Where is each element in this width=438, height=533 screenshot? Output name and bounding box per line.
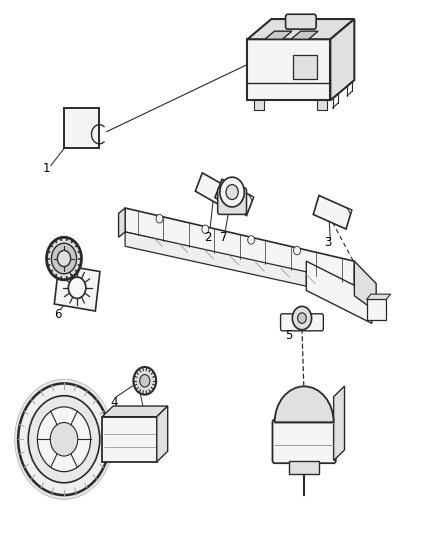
Text: 6: 6 <box>54 308 61 321</box>
Polygon shape <box>313 196 352 229</box>
Polygon shape <box>334 386 345 461</box>
Circle shape <box>298 313 306 324</box>
Polygon shape <box>229 188 234 195</box>
Circle shape <box>248 236 254 244</box>
Circle shape <box>134 367 156 394</box>
Circle shape <box>57 251 71 266</box>
Text: 7: 7 <box>219 231 227 244</box>
Polygon shape <box>354 261 376 312</box>
Bar <box>289 461 319 474</box>
Polygon shape <box>347 208 352 214</box>
FancyBboxPatch shape <box>281 314 323 331</box>
Circle shape <box>156 214 163 223</box>
Text: 1: 1 <box>43 161 50 175</box>
FancyBboxPatch shape <box>286 14 316 29</box>
Bar <box>254 100 264 110</box>
Circle shape <box>220 177 244 207</box>
Polygon shape <box>330 19 354 100</box>
Polygon shape <box>306 261 372 324</box>
Polygon shape <box>265 31 292 39</box>
Circle shape <box>226 184 238 199</box>
Polygon shape <box>102 406 168 417</box>
Polygon shape <box>215 179 254 215</box>
Circle shape <box>68 277 86 298</box>
Circle shape <box>28 395 100 483</box>
Polygon shape <box>157 406 168 462</box>
Wedge shape <box>275 386 334 422</box>
Polygon shape <box>195 173 234 209</box>
Polygon shape <box>291 31 318 39</box>
Polygon shape <box>54 264 100 311</box>
Circle shape <box>18 383 110 495</box>
Bar <box>317 100 327 110</box>
Polygon shape <box>247 19 354 39</box>
Polygon shape <box>367 294 391 300</box>
Polygon shape <box>249 195 254 201</box>
Polygon shape <box>247 39 330 100</box>
Bar <box>367 300 386 320</box>
Circle shape <box>292 306 311 330</box>
Circle shape <box>51 243 77 274</box>
Bar <box>64 108 99 148</box>
Polygon shape <box>119 208 125 237</box>
Text: 3: 3 <box>325 236 332 249</box>
Text: 4: 4 <box>110 395 118 409</box>
Circle shape <box>293 246 300 255</box>
Polygon shape <box>102 417 157 462</box>
Text: 5: 5 <box>285 329 293 342</box>
Bar <box>293 55 317 79</box>
Circle shape <box>140 375 150 387</box>
Circle shape <box>14 379 113 499</box>
Circle shape <box>202 225 209 233</box>
Circle shape <box>37 407 91 472</box>
Polygon shape <box>125 208 354 285</box>
FancyBboxPatch shape <box>218 188 247 214</box>
Polygon shape <box>125 232 306 286</box>
Text: 2: 2 <box>205 231 212 244</box>
FancyBboxPatch shape <box>272 419 336 463</box>
Circle shape <box>46 237 81 280</box>
Circle shape <box>50 423 78 456</box>
